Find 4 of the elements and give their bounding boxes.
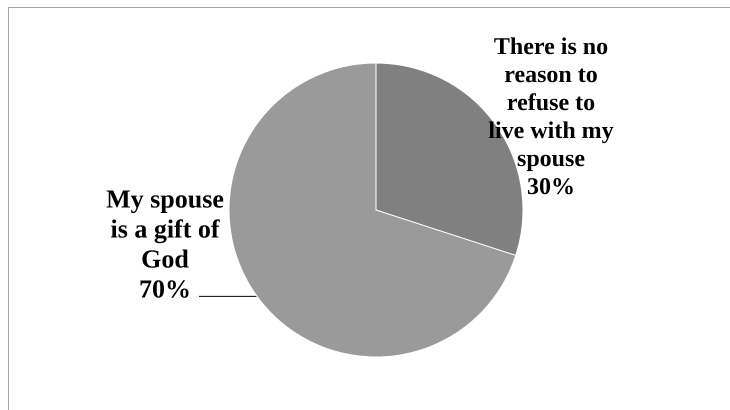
slice-label: There is no reason to refuse to live with my spouse — [488, 34, 614, 172]
slice-label: My spouse is a gift of God — [106, 184, 224, 274]
data-label: 30% — [527, 174, 575, 200]
data-label: 70% — [139, 274, 191, 304]
